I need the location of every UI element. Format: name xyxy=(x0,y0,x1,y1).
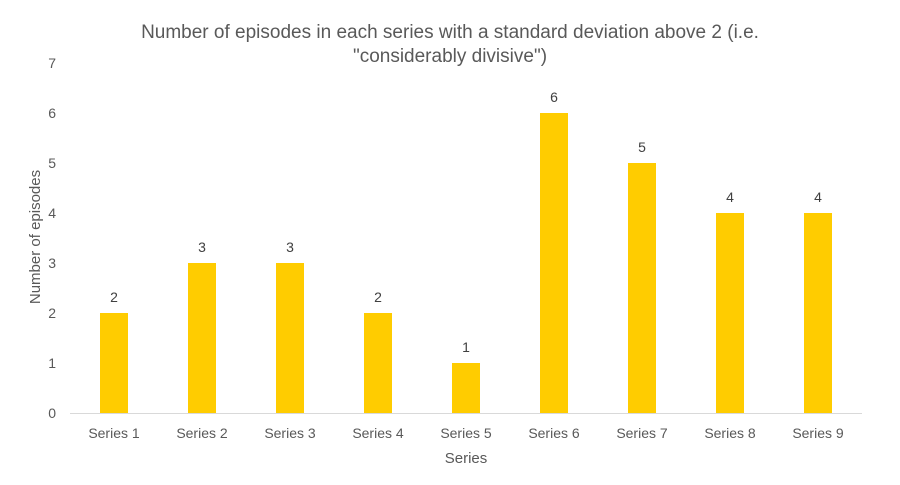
chart-title-line-1: Number of episodes in each series with a… xyxy=(141,22,759,43)
bar xyxy=(804,213,832,413)
y-tick-label: 6 xyxy=(48,105,56,121)
x-tick-label: Series 1 xyxy=(88,425,140,441)
x-tick-label: Series 8 xyxy=(704,425,756,441)
y-tick-label: 3 xyxy=(48,255,56,271)
bar xyxy=(628,163,656,413)
y-axis-title: Number of episodes xyxy=(27,170,44,304)
x-tick-label: Series 9 xyxy=(792,425,844,441)
bar xyxy=(452,363,480,413)
y-tick-label: 1 xyxy=(48,355,56,371)
x-tick-label: Series 2 xyxy=(176,425,228,441)
x-tick-label: Series 3 xyxy=(264,425,316,441)
data-label: 3 xyxy=(286,239,294,255)
x-tick-label: Series 5 xyxy=(440,425,492,441)
x-tick-label: Series 6 xyxy=(528,425,580,441)
x-axis-ticks: Series 1 Series 2 Series 3 Series 4 Series 5… xyxy=(88,425,844,441)
data-label: 4 xyxy=(814,189,822,205)
data-label: 4 xyxy=(726,189,734,205)
data-label: 2 xyxy=(110,289,118,305)
x-axis-title: Series xyxy=(445,450,488,467)
bar xyxy=(188,263,216,413)
bar xyxy=(540,113,568,413)
data-label: 2 xyxy=(374,289,382,305)
bar xyxy=(100,313,128,413)
data-label: 5 xyxy=(638,139,646,155)
chart-title-line-2: "considerably divisive") xyxy=(353,46,547,67)
y-tick-label: 5 xyxy=(48,155,56,171)
bar xyxy=(364,313,392,413)
y-tick-label: 7 xyxy=(48,55,56,71)
data-label: 3 xyxy=(198,239,206,255)
x-tick-label: Series 7 xyxy=(616,425,668,441)
data-labels-group: 2 3 3 2 1 6 5 4 4 xyxy=(110,89,822,355)
data-label: 1 xyxy=(462,339,470,355)
bar xyxy=(276,263,304,413)
y-tick-label: 2 xyxy=(48,305,56,321)
x-tick-label: Series 4 xyxy=(352,425,404,441)
y-tick-label: 4 xyxy=(48,205,56,221)
data-label: 6 xyxy=(550,89,558,105)
y-axis-ticks: 0 1 2 3 4 5 6 7 xyxy=(48,55,56,421)
bar xyxy=(716,213,744,413)
bars-group xyxy=(100,113,832,413)
y-tick-label: 0 xyxy=(48,405,56,421)
